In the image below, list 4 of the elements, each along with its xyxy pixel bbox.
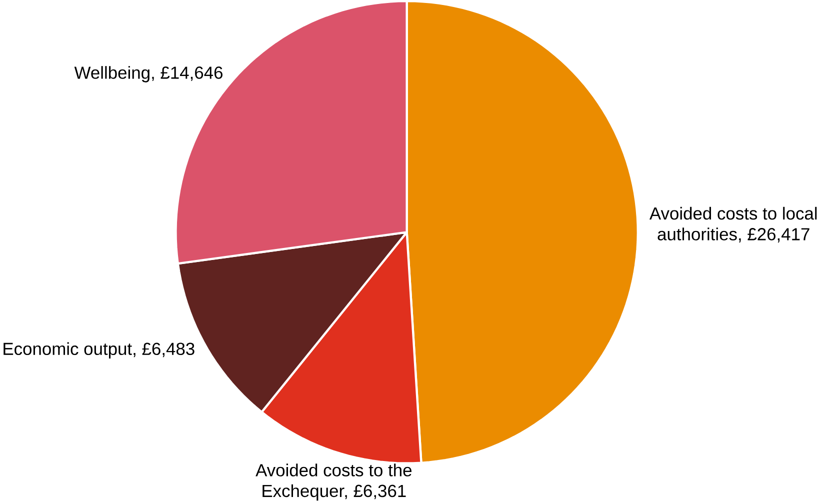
slice-label: Economic output, £6,483 [4, 342, 194, 359]
slice-label: Wellbeing, £14,646 [74, 66, 222, 82]
slice-label: Avoided costs to local authorities, £26,417 [649, 207, 817, 243]
slice-label: Avoided costs to the Exchequer, £6,361 [256, 464, 412, 501]
